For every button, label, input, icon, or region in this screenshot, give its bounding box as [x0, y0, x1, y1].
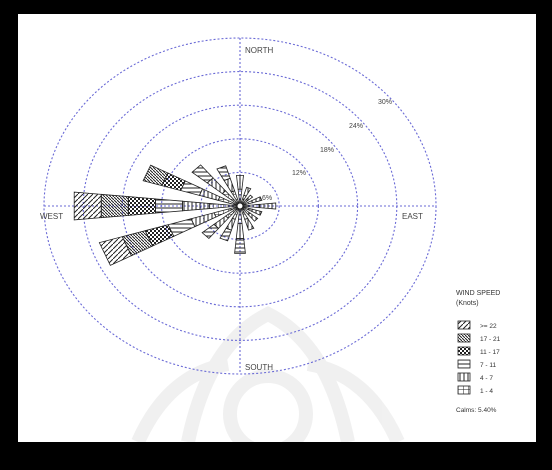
petal-45-segment-1	[245, 194, 254, 202]
legend: WIND SPEED (Knots) >= 22 17 - 21 11 - 17…	[456, 290, 501, 414]
east-label: EAST	[402, 212, 423, 221]
petal-group	[73, 164, 277, 266]
legend-calms: Calms: 5.40%	[456, 407, 497, 414]
petal-90	[242, 202, 277, 210]
petal-247.5	[98, 206, 238, 266]
petal-112.5-segment-1	[250, 208, 263, 216]
petal-292.5-segment-4	[142, 164, 169, 187]
legend-label-17-21: 17 - 21	[480, 336, 501, 343]
petal-270	[73, 191, 238, 221]
petal-270-segment-1	[182, 200, 211, 212]
petal-90-segment-1	[259, 202, 277, 210]
petal-180-segment-1	[235, 223, 245, 239]
petal-225	[201, 207, 239, 240]
west-label: WEST	[40, 212, 63, 221]
legend-label-7-11: 7 - 11	[480, 362, 497, 369]
petal-0	[236, 174, 244, 204]
legend-swatch-1-4	[457, 385, 471, 395]
ring-label-30: 30%	[378, 99, 392, 106]
petal-247.5-segment-5	[98, 236, 132, 266]
watermark-ornament	[131, 306, 405, 442]
calm-center-marker	[236, 202, 244, 210]
petal-270-segment-4	[100, 193, 129, 219]
petal-67.5-segment-1	[250, 196, 263, 204]
petal-270-segment-2	[155, 198, 183, 214]
petal-112.5	[242, 206, 263, 216]
petal-247.5-segment-1	[190, 212, 217, 228]
legend-label-4-7: 4 - 7	[480, 375, 493, 382]
petal-337.5-segment-1	[223, 177, 236, 193]
ring-label-6: 6%	[262, 195, 272, 202]
petal-270-segment-5	[73, 191, 102, 221]
petal-135-segment-1	[247, 212, 259, 222]
petal-202.5-segment-2	[219, 227, 232, 242]
legend-title: WIND SPEED	[456, 290, 500, 297]
legend-label-11-17: 11 - 17	[480, 349, 500, 356]
petal-157.5-segment-1	[244, 217, 255, 231]
petal-337.5	[216, 165, 240, 205]
petal-0-segment-1	[236, 174, 244, 190]
petal-270-segment-3	[127, 196, 156, 216]
petal-337.5-segment-2	[216, 165, 231, 181]
ring-label-12: 12%	[292, 170, 306, 177]
legend-label-22plus: >= 22	[480, 323, 497, 330]
legend-swatch-22plus	[457, 320, 471, 330]
legend-label-1-4: 1 - 4	[480, 388, 493, 395]
petal-292.5-segment-1	[198, 188, 221, 201]
petal-180	[234, 208, 246, 254]
petal-315-segment-2	[191, 164, 214, 184]
petal-22.5-segment-1	[243, 186, 252, 197]
north-label: NORTH	[245, 46, 274, 55]
legend-swatch-7-11	[457, 359, 471, 369]
petal-22.5	[240, 186, 252, 205]
ring-label-group: 6% 12% 18% 24% 30%	[262, 99, 392, 202]
ring-label-18: 18%	[320, 147, 334, 154]
legend-swatch-17-21	[457, 333, 471, 343]
chart-frame: NORTH SOUTH WEST EAST 6% 12% 18% 24% 30%…	[18, 14, 536, 442]
legend-swatch-11-17	[457, 346, 471, 356]
petal-157.5	[240, 207, 255, 231]
petal-292.5	[142, 164, 238, 206]
petal-180-segment-2	[234, 238, 246, 254]
legend-subtitle: (Knots)	[456, 300, 479, 307]
ring-label-24: 24%	[349, 123, 363, 130]
south-label: SOUTH	[245, 363, 273, 372]
petal-225-segment-2	[201, 223, 220, 240]
legend-swatch-4-7	[457, 372, 471, 382]
wind-rose-chart: NORTH SOUTH WEST EAST 6% 12% 18% 24% 30%…	[40, 37, 501, 442]
